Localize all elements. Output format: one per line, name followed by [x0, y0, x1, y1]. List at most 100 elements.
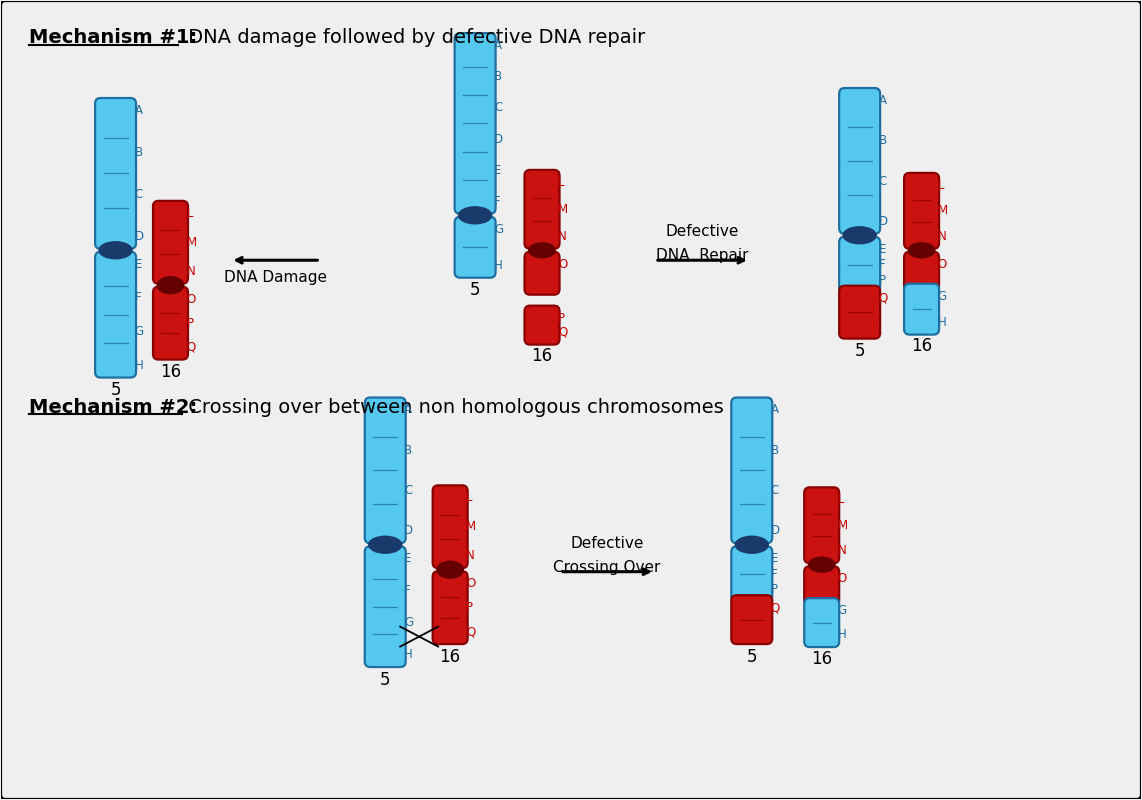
Text: M: M	[466, 520, 476, 534]
Text: H: H	[938, 316, 947, 329]
Text: A: A	[135, 104, 143, 117]
FancyBboxPatch shape	[153, 286, 188, 359]
Text: N: N	[558, 230, 566, 242]
FancyBboxPatch shape	[731, 398, 772, 543]
FancyBboxPatch shape	[804, 566, 839, 605]
Text: N: N	[186, 265, 195, 278]
Text: DNA Damage: DNA Damage	[224, 270, 327, 286]
Ellipse shape	[735, 536, 769, 554]
Text: C: C	[494, 102, 502, 114]
Text: H: H	[494, 258, 502, 272]
Text: B: B	[135, 146, 143, 159]
Ellipse shape	[809, 558, 835, 572]
FancyBboxPatch shape	[433, 571, 467, 644]
Text: M: M	[186, 236, 196, 249]
FancyBboxPatch shape	[839, 237, 880, 293]
Text: 16: 16	[811, 650, 833, 667]
Ellipse shape	[99, 242, 132, 258]
Text: D: D	[494, 133, 504, 146]
Text: N: N	[466, 550, 475, 562]
Text: P: P	[466, 601, 473, 614]
Text: G: G	[938, 290, 947, 302]
FancyBboxPatch shape	[804, 487, 839, 563]
Text: Q: Q	[878, 292, 887, 305]
Text: D: D	[135, 230, 144, 242]
Text: E: E	[135, 258, 142, 270]
Text: F: F	[878, 258, 885, 271]
FancyBboxPatch shape	[95, 98, 136, 249]
Text: B: B	[404, 444, 412, 457]
Text: G: G	[838, 604, 847, 617]
FancyBboxPatch shape	[731, 595, 772, 644]
Text: F: F	[404, 584, 411, 597]
Text: O: O	[466, 577, 475, 590]
Text: E: E	[404, 552, 411, 566]
Text: O: O	[838, 572, 847, 585]
Text: E: E	[771, 552, 778, 566]
Text: C: C	[404, 484, 412, 497]
Ellipse shape	[158, 277, 184, 294]
FancyBboxPatch shape	[731, 546, 772, 602]
FancyBboxPatch shape	[904, 252, 939, 290]
FancyBboxPatch shape	[804, 598, 839, 647]
Text: P: P	[558, 312, 565, 325]
Text: O: O	[558, 258, 568, 270]
Text: M: M	[558, 203, 568, 216]
Text: Mechanism #1:: Mechanism #1:	[29, 28, 196, 46]
Text: D: D	[404, 524, 413, 538]
Text: 5: 5	[469, 281, 481, 299]
Text: 5: 5	[380, 670, 391, 689]
Text: H: H	[135, 358, 143, 371]
Text: D: D	[878, 215, 887, 228]
Text: M: M	[938, 204, 948, 218]
Text: H: H	[404, 648, 413, 661]
Text: G: G	[404, 616, 413, 629]
Text: M: M	[838, 518, 847, 532]
Text: P: P	[186, 317, 193, 330]
Text: Q: Q	[771, 601, 780, 614]
Ellipse shape	[529, 242, 555, 258]
Ellipse shape	[908, 242, 935, 258]
Text: Defective: Defective	[665, 224, 739, 239]
Text: A: A	[771, 403, 779, 417]
Text: A: A	[404, 403, 412, 417]
FancyBboxPatch shape	[153, 201, 188, 284]
Text: F: F	[494, 195, 500, 208]
Ellipse shape	[459, 207, 491, 224]
Text: 5: 5	[747, 647, 757, 666]
FancyBboxPatch shape	[455, 217, 496, 278]
Text: B: B	[494, 70, 502, 83]
Text: Q: Q	[186, 341, 195, 354]
Text: E: E	[494, 164, 501, 177]
Text: L: L	[838, 494, 844, 506]
Text: Q: Q	[466, 625, 475, 638]
Text: A: A	[878, 94, 886, 107]
Text: 16: 16	[440, 647, 460, 666]
Text: G: G	[494, 222, 504, 236]
Text: 5: 5	[111, 381, 121, 399]
Text: Crossing over between non homologous chromosomes: Crossing over between non homologous chr…	[183, 398, 724, 417]
Ellipse shape	[437, 562, 464, 578]
Text: F: F	[135, 291, 142, 304]
FancyBboxPatch shape	[839, 286, 880, 338]
FancyBboxPatch shape	[95, 252, 136, 378]
Text: L: L	[938, 179, 944, 192]
Ellipse shape	[369, 536, 402, 554]
Text: F: F	[771, 568, 778, 581]
FancyBboxPatch shape	[904, 284, 939, 334]
Text: 5: 5	[854, 342, 864, 360]
Text: N: N	[838, 544, 846, 558]
Text: B: B	[771, 444, 779, 457]
FancyBboxPatch shape	[364, 398, 405, 543]
Text: Defective: Defective	[570, 536, 644, 550]
FancyBboxPatch shape	[455, 33, 496, 214]
Text: Mechanism #2:: Mechanism #2:	[29, 398, 196, 417]
Text: C: C	[878, 174, 887, 187]
FancyBboxPatch shape	[839, 88, 880, 234]
Text: DNA damage followed by defective DNA repair: DNA damage followed by defective DNA rep…	[183, 28, 645, 46]
Text: 16: 16	[531, 347, 553, 365]
Text: 16: 16	[911, 337, 932, 355]
Text: Q: Q	[558, 326, 568, 338]
Text: E: E	[878, 242, 886, 256]
Text: G: G	[135, 325, 144, 338]
